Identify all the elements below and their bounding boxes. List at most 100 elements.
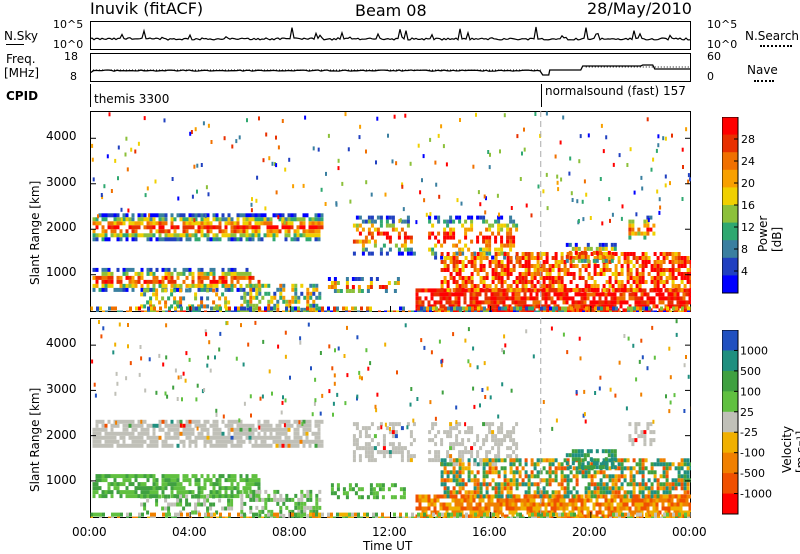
heat-cell <box>479 276 483 280</box>
heat-cell <box>674 486 678 491</box>
heat-cell <box>518 256 522 260</box>
heat-cell <box>278 423 282 428</box>
heat-cell <box>602 284 606 288</box>
heat-cell <box>269 233 273 238</box>
heat-cell <box>552 310 555 312</box>
heat-cell <box>449 215 453 220</box>
heat-cell <box>545 490 549 495</box>
heat-cell <box>415 304 419 309</box>
heat-cell <box>209 267 213 272</box>
heat-cell <box>506 243 510 248</box>
heat-cell <box>302 233 306 238</box>
heat-cell <box>433 304 437 309</box>
heat-cell <box>446 231 450 236</box>
heat-speck <box>277 145 280 150</box>
heat-cell <box>503 434 507 439</box>
heat-cell <box>275 431 279 436</box>
heat-cell <box>508 296 512 301</box>
heat-cell <box>345 281 349 285</box>
noise-panel <box>90 21 691 50</box>
heat-cell <box>594 516 597 518</box>
heat-cell <box>107 275 111 280</box>
heat-cell <box>367 434 371 439</box>
heat-cell <box>144 310 147 312</box>
heat-cell <box>536 264 540 268</box>
heat-cell <box>560 482 564 487</box>
heat-cell <box>569 288 573 292</box>
heat-cell <box>391 446 395 451</box>
heat-cell <box>161 229 165 234</box>
heat-cell <box>587 276 591 280</box>
heat-cell <box>458 260 462 264</box>
heat-cell <box>558 306 561 311</box>
heat-speck <box>419 190 422 195</box>
heat-cell <box>246 516 249 518</box>
heat-cell <box>685 300 689 305</box>
heat-cell <box>215 225 219 230</box>
heat-speck <box>207 192 210 197</box>
power-svg-cells <box>90 111 691 312</box>
heat-cell <box>233 229 237 234</box>
heat-speck <box>126 167 129 172</box>
heat-cell <box>602 264 606 268</box>
heat-cell <box>281 225 285 230</box>
heat-cell <box>499 498 503 503</box>
heat-cell <box>284 423 288 428</box>
heat-speck <box>370 192 373 197</box>
heat-cell <box>560 280 564 284</box>
heat-cell <box>149 439 153 444</box>
heat-cell <box>523 292 527 297</box>
heat-cell <box>548 284 552 288</box>
heat-cell <box>143 288 147 293</box>
heat-cell <box>458 478 462 483</box>
heat-cell <box>92 267 96 272</box>
heat-cell <box>227 498 231 503</box>
heat-cell <box>96 310 99 312</box>
heat-cell <box>261 516 264 518</box>
heat-cell <box>671 264 675 268</box>
heat-cell <box>440 474 444 479</box>
heat-speck <box>171 177 174 181</box>
heat-cell <box>686 466 690 471</box>
heat-cell <box>488 251 492 256</box>
heat-cell <box>116 267 120 272</box>
heat-cell <box>479 482 483 487</box>
heat-cell <box>146 237 150 242</box>
heat-cell <box>680 494 684 499</box>
heat-cell <box>382 442 386 447</box>
heat-cell <box>158 229 162 234</box>
heat-cell <box>200 225 204 230</box>
heat-cell <box>677 474 681 479</box>
heat-cell <box>197 304 201 309</box>
heat-speck <box>100 193 103 197</box>
heat-cell <box>240 295 244 300</box>
heat-cell <box>282 283 286 288</box>
heat-cell <box>460 498 464 503</box>
heat-cell <box>559 502 563 507</box>
heat-cell <box>388 239 392 244</box>
heat-cell <box>433 494 437 499</box>
heat-cell <box>497 227 501 232</box>
heat-cell <box>605 474 609 479</box>
heat-cell <box>330 310 333 312</box>
heat-cell <box>188 237 192 242</box>
heat-cell <box>390 495 394 500</box>
heat-speck <box>196 163 199 168</box>
heat-speck <box>91 157 94 162</box>
heat-cell <box>642 306 645 311</box>
heat-cell <box>409 442 413 447</box>
heat-cell <box>267 303 271 308</box>
heat-cell <box>149 229 153 234</box>
heat-cell <box>682 498 686 503</box>
heat-cell <box>421 288 425 293</box>
heat-speck <box>256 175 259 180</box>
heat-cell <box>218 431 222 436</box>
heat-cell <box>629 494 633 499</box>
heat-cell <box>560 256 564 260</box>
heat-cell <box>385 215 389 220</box>
heat-cell <box>302 439 306 444</box>
heat-cell <box>464 494 468 499</box>
heat-cell <box>194 510 198 515</box>
heat-cell <box>675 306 678 311</box>
heat-cell <box>663 516 666 518</box>
